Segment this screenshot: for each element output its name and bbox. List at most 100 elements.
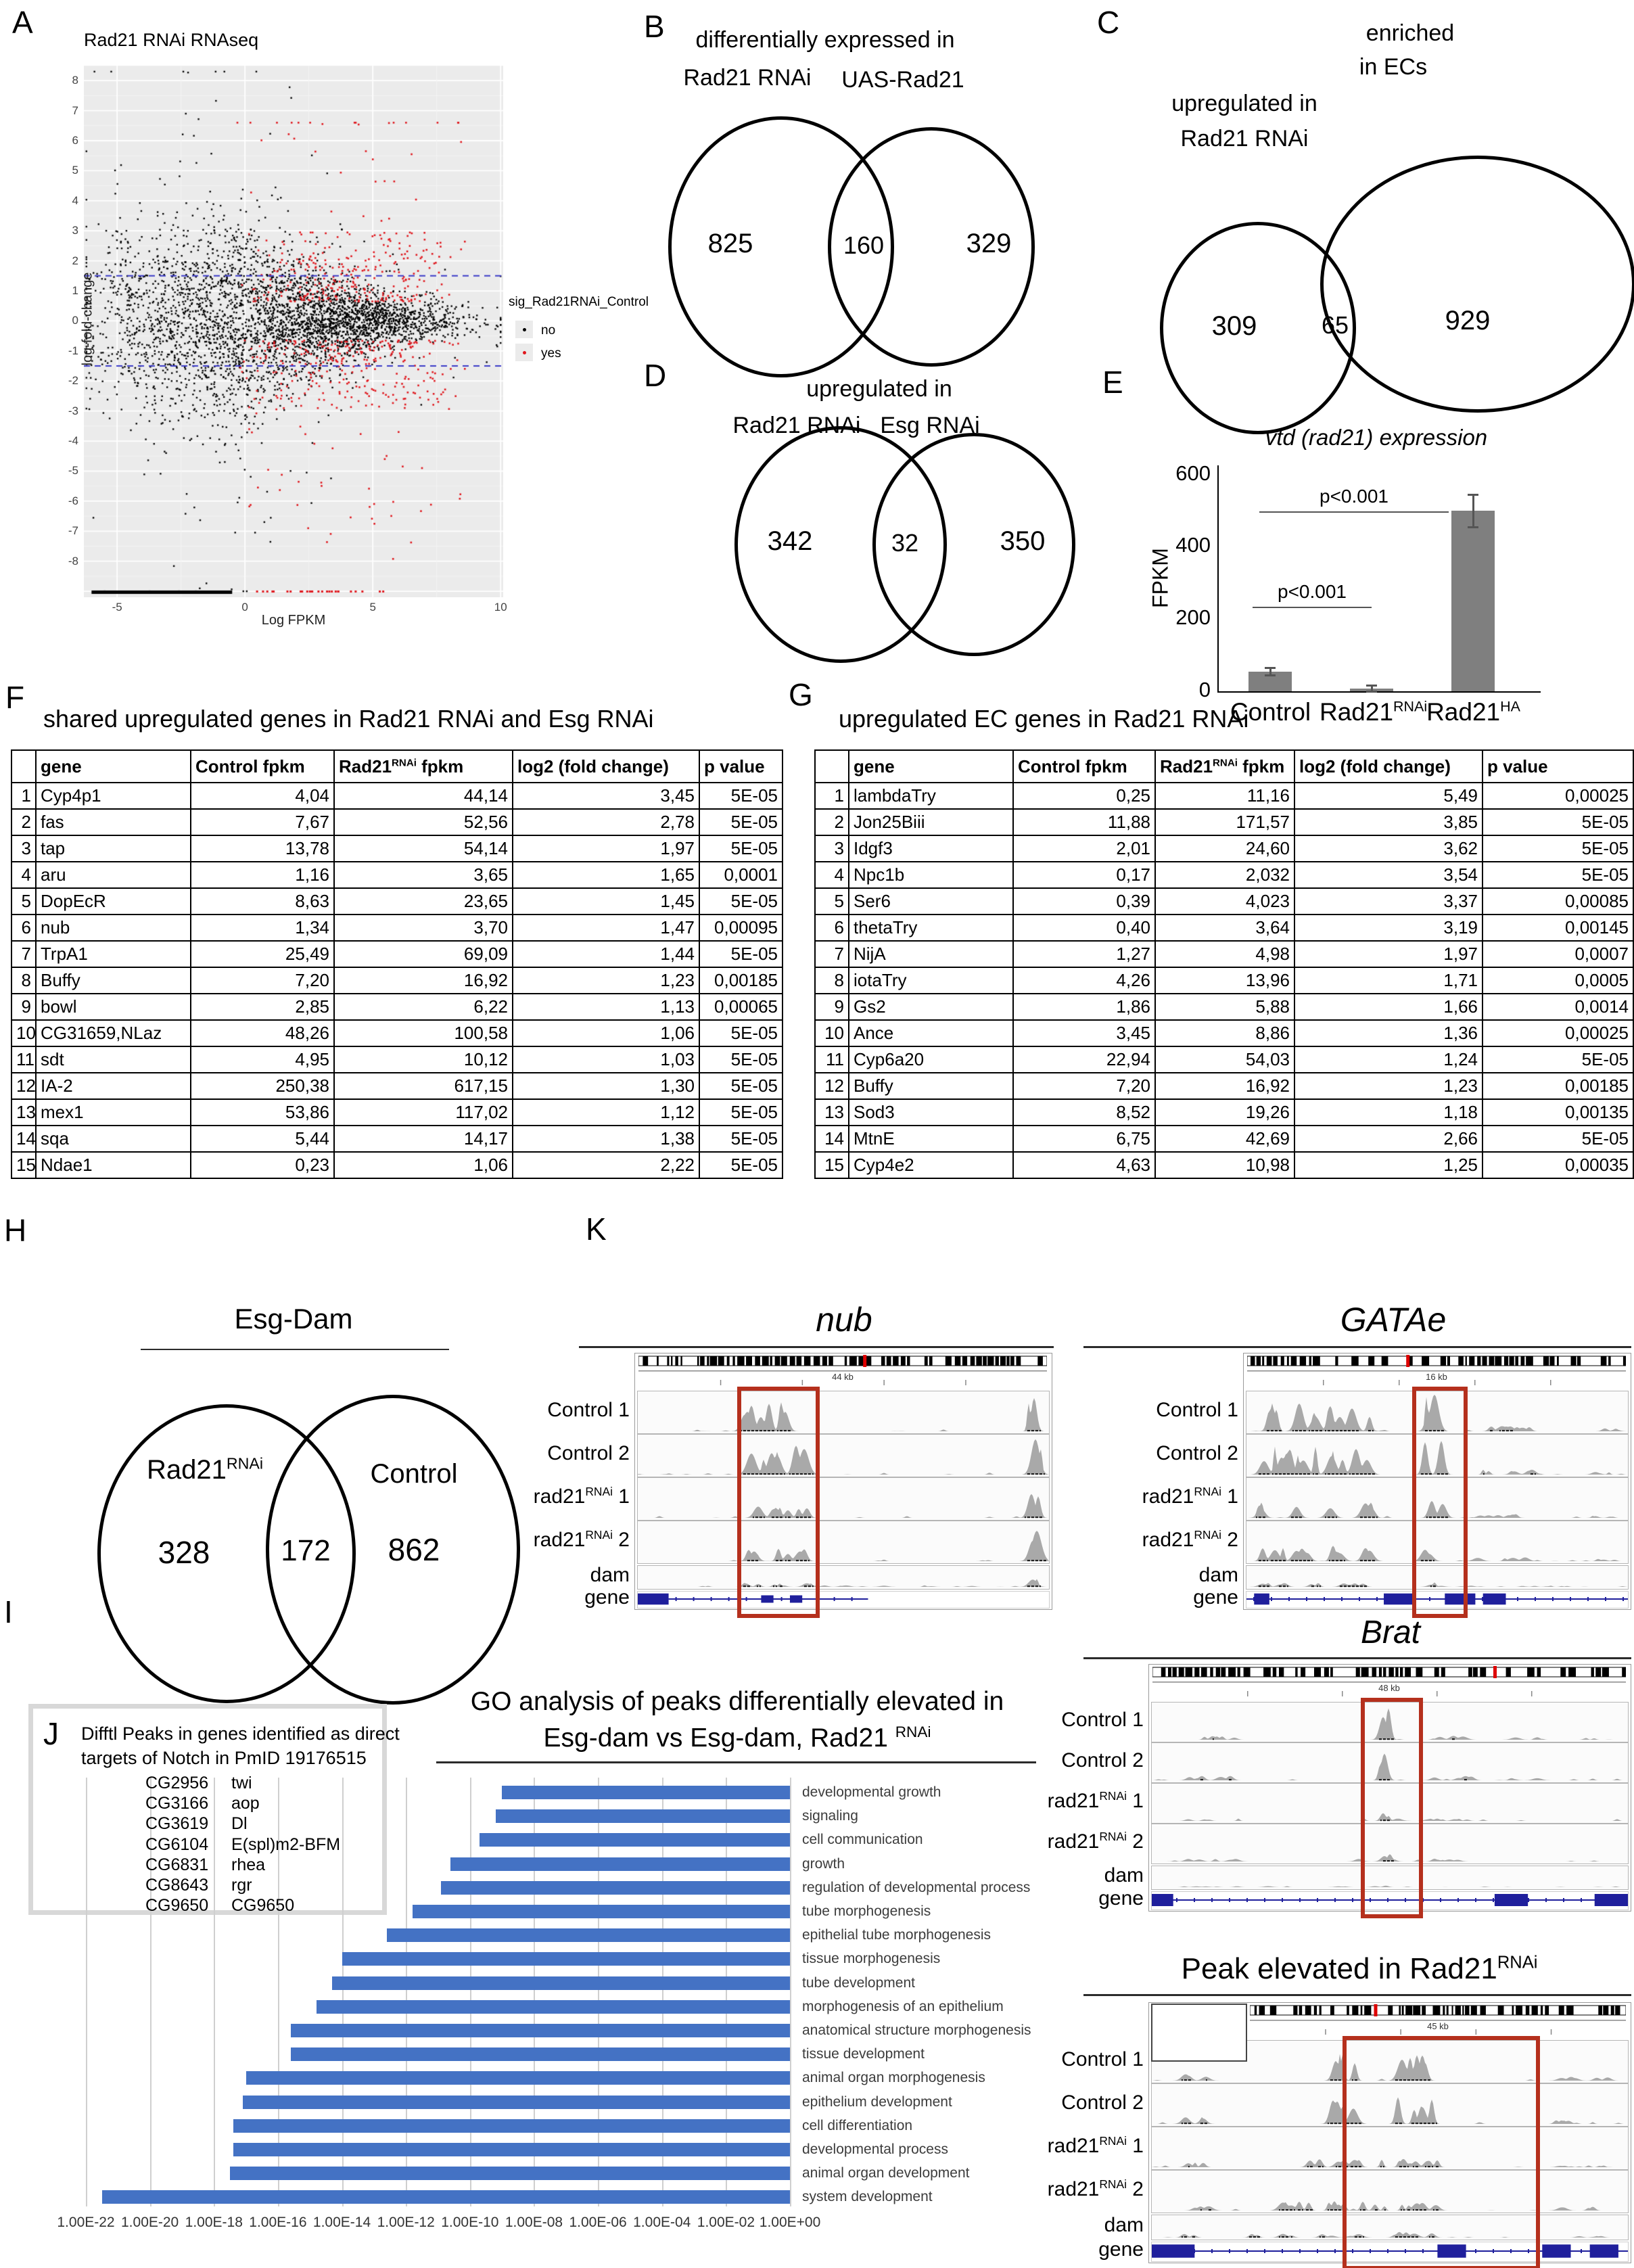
value-cell: 11,88 xyxy=(1012,808,1156,836)
signal-track xyxy=(637,1565,1050,1590)
panel-label-d: D xyxy=(644,358,667,393)
value-cell: 1,36 xyxy=(1294,1019,1483,1047)
gene-model-track xyxy=(1246,1591,1629,1609)
signal-track xyxy=(637,1434,1050,1477)
fpkm-error-cap xyxy=(1265,667,1276,670)
value-cell: 5,44 xyxy=(190,1125,335,1153)
ma-scatter-plot xyxy=(84,66,503,597)
go-category-label: system development xyxy=(802,2189,933,2205)
ma-y-tick: 1 xyxy=(72,284,78,298)
value-cell: 6,75 xyxy=(1012,1125,1156,1153)
go-bar xyxy=(502,1786,790,1799)
notch-gene-id: CG6831 xyxy=(145,1855,209,1874)
value-cell: 6,22 xyxy=(333,993,513,1021)
row-number-cell: 7 xyxy=(814,940,849,968)
table-row: 6 nub 1,34 3,70 1,47 0,00095 xyxy=(11,914,783,942)
panel-label-f: F xyxy=(5,680,25,715)
highlight-region-box xyxy=(1361,1698,1423,1918)
legend-label-no: no xyxy=(541,323,556,338)
notch-gene-name: rhea xyxy=(231,1855,266,1874)
gene-cell: bowl xyxy=(35,993,191,1021)
fpkm-y-tick: 600 xyxy=(1175,461,1211,485)
ruler-kb-label: 45 kb xyxy=(1427,2021,1449,2031)
ruler-row xyxy=(1152,1682,1626,1699)
value-cell: 5E-05 xyxy=(699,1019,783,1047)
fpkm-bar xyxy=(1451,511,1495,691)
value-cell: 24,60 xyxy=(1154,835,1295,862)
panel-label-a: A xyxy=(12,5,33,40)
signal-track xyxy=(1151,1866,1629,1890)
track-label: rad21RNAi 2 xyxy=(533,1528,630,1551)
chromosome-ideogram xyxy=(1249,2004,1627,2017)
track-label: rad21RNAi 2 xyxy=(1047,1830,1144,1853)
table-row: 4 aru 1,16 3,65 1,65 0,0001 xyxy=(11,861,783,889)
signal-track xyxy=(1246,1391,1629,1434)
value-cell: 44,14 xyxy=(333,782,513,810)
ma-y-tick: 3 xyxy=(72,224,78,237)
ma-y-tick: 4 xyxy=(72,193,78,207)
fpkm-sig-line-lower xyxy=(1253,607,1372,608)
value-cell: 1,38 xyxy=(512,1125,700,1153)
go-gridline xyxy=(726,1778,728,2206)
fpkm-y-axis xyxy=(1217,465,1219,691)
gene-cell: thetaTry xyxy=(848,914,1014,942)
row-number-cell: 3 xyxy=(814,835,849,862)
ma-y-tick: -2 xyxy=(68,374,78,388)
ruler-row xyxy=(1247,1370,1626,1388)
value-cell: 69,09 xyxy=(333,940,513,968)
table-header-row: gene Control fpkm Rad21RNAi fpkm log2 (fold… xyxy=(814,749,1634,783)
go-category-label: tube development xyxy=(802,1974,915,1991)
fpkm-error-line xyxy=(1269,668,1271,675)
browser-title-nub: nub xyxy=(816,1301,872,1339)
ruler-kb-label: 16 kb xyxy=(1426,1372,1447,1382)
ma-ylabel: log-fold-change xyxy=(80,272,95,366)
value-cell: 1,97 xyxy=(512,835,700,862)
vennH-overlap-count: 172 xyxy=(281,1534,331,1567)
value-cell: 54,14 xyxy=(333,835,513,862)
peak-title-underline xyxy=(1083,1994,1631,1996)
fpkm-y-tick: 400 xyxy=(1175,533,1211,557)
fpkm-error-line xyxy=(1371,685,1373,691)
track-label: Control 2 xyxy=(1156,1442,1238,1464)
value-cell: 0,00085 xyxy=(1482,887,1634,915)
legend-dot-no xyxy=(523,328,526,331)
track-label: gene xyxy=(1098,2238,1144,2261)
value-cell: 4,04 xyxy=(190,782,335,810)
table-row: 3 Idgf3 2,01 24,60 3,62 5E-05 xyxy=(814,835,1634,862)
signal-track xyxy=(1246,1477,1629,1521)
value-cell: 14,17 xyxy=(333,1125,513,1153)
track-label: dam xyxy=(1104,2214,1144,2236)
fpkm-sig-label-lower: p<0.001 xyxy=(1278,581,1347,602)
gene-cell: aru xyxy=(35,861,191,889)
go-category-label: tissue morphogenesis xyxy=(802,1951,941,1967)
vennB-overlap-count: 160 xyxy=(843,231,885,259)
gene-cell: fas xyxy=(35,808,191,836)
legend-key-yes xyxy=(515,344,533,361)
value-cell: 10,12 xyxy=(333,1046,513,1073)
vennB-left-label: Rad21 RNAi xyxy=(683,65,812,91)
go-gridline xyxy=(277,1778,279,2206)
table-row: 13 mex1 53,86 117,02 1,12 5E-05 xyxy=(11,1098,783,1126)
go-bar xyxy=(242,2095,790,2109)
track-label: rad21RNAi 1 xyxy=(533,1485,630,1508)
notch-gene-id: CG6104 xyxy=(145,1834,209,1854)
ma-x-tick: 5 xyxy=(369,601,376,614)
shared-upregulated-genes-table: gene Control fpkm Rad21RNAi fpkm log2 (fold… xyxy=(11,749,783,1179)
header-cell: p value xyxy=(699,749,783,783)
go-category-label: cell communication xyxy=(802,1832,923,1848)
value-cell: 0,40 xyxy=(1012,914,1156,942)
go-gridline xyxy=(214,1778,216,2206)
value-cell: 1,27 xyxy=(1012,940,1156,968)
row-number-cell: 2 xyxy=(11,808,37,836)
row-number-cell: 8 xyxy=(11,967,37,994)
fpkm-error-line xyxy=(1472,494,1474,528)
table-row: 7 NijA 1,27 4,98 1,97 0,0007 xyxy=(814,940,1634,968)
value-cell: 7,20 xyxy=(1012,1072,1156,1100)
go-bar xyxy=(479,1833,790,1847)
table-row: 8 iotaTry 4,26 13,96 1,71 0,0005 xyxy=(814,967,1634,994)
ma-y-tick: -8 xyxy=(68,554,78,568)
go-gridline xyxy=(661,1778,663,2206)
header-cell: Rad21RNAi fpkm xyxy=(333,749,513,783)
value-cell: 0,00185 xyxy=(1482,1072,1634,1100)
value-cell: 5E-05 xyxy=(699,1098,783,1126)
